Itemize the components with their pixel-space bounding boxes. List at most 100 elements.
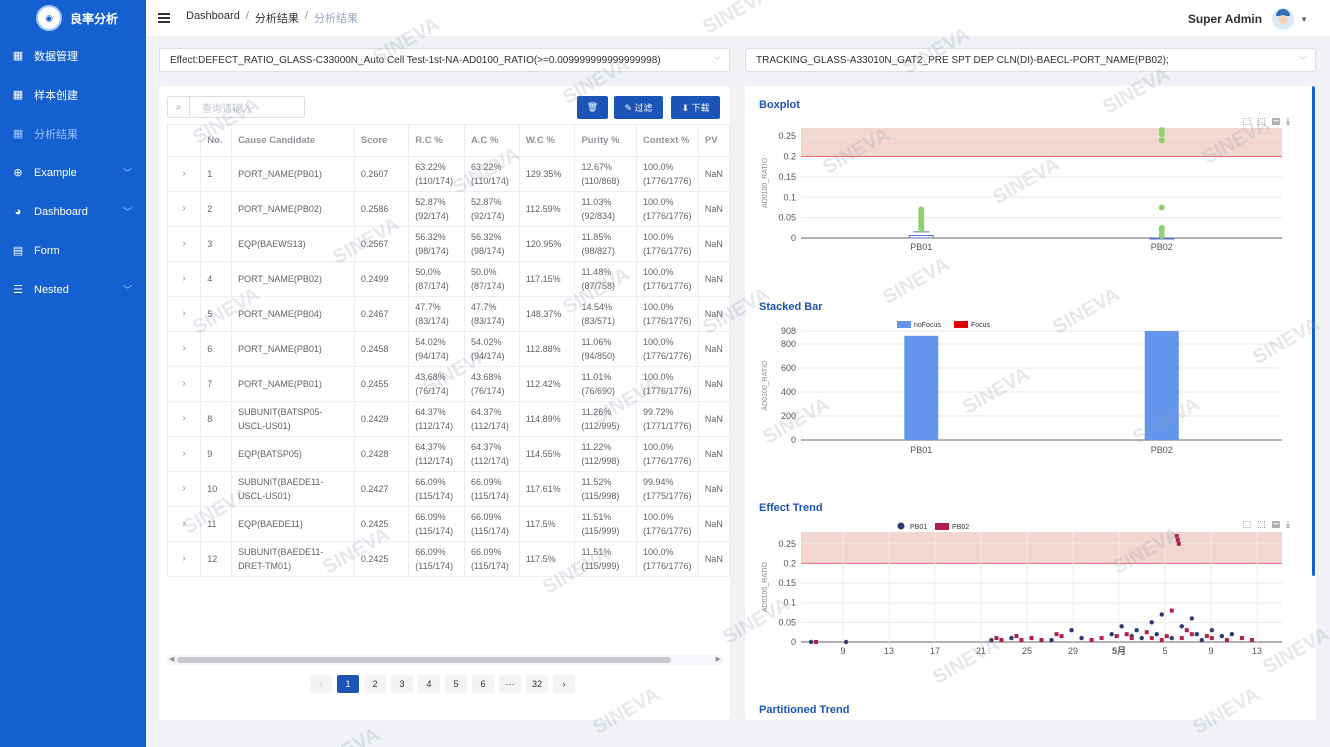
reset-icon[interactable]: ⬚ xyxy=(1256,519,1266,529)
y-tick-label: 0 xyxy=(791,435,796,445)
page-button[interactable]: 32 xyxy=(526,675,548,693)
filter-button[interactable]: ✎ 过滤 xyxy=(614,96,663,119)
page-button[interactable]: 1 xyxy=(337,675,359,693)
download-button[interactable]: ⬇ 下载 xyxy=(671,96,720,119)
page-button[interactable]: ··· xyxy=(499,675,521,693)
cell-ac: 63.22%(110/174) xyxy=(464,156,520,192)
page-button[interactable]: 2 xyxy=(364,675,386,693)
sidebar-item[interactable]: ▦ 样本创建 xyxy=(0,75,146,114)
tracking-select[interactable]: TRACKING_GLASS-A33010N_GAT2_PRE SPT DEP … xyxy=(745,48,1316,72)
cell-no: 11 xyxy=(200,506,233,542)
sidebar-item[interactable]: ▤ Form xyxy=(0,231,146,270)
page-button[interactable]: 5 xyxy=(445,675,467,693)
column-header[interactable]: A.C % xyxy=(464,124,520,157)
breadcrumb-dashboard[interactable]: Dashboard xyxy=(186,10,240,22)
zoom-icon[interactable]: ⬚ xyxy=(1242,116,1251,126)
cell-wc: 117.61% xyxy=(518,471,576,507)
table-row[interactable]: › 6 PORT_NAME(PB01) 0.2458 54.02%(94/174) 54.… xyxy=(166,331,731,367)
cell-ac: 66.09%(115/174) xyxy=(464,471,520,507)
download-icon[interactable]: ⤓ xyxy=(1286,519,1290,529)
sidebar-item[interactable]: ▦ 分析结果 xyxy=(0,114,146,153)
point-PB01 xyxy=(1109,631,1114,637)
download-icon[interactable]: ⤓ xyxy=(1286,116,1290,126)
table-row[interactable]: › 3 EQP(BAEWS13) 0.2567 56.32%(98/174) 56.32%… xyxy=(166,226,731,262)
cell-no: 1 xyxy=(200,156,233,192)
column-header[interactable]: No. xyxy=(200,124,233,157)
expand-chevron-icon[interactable]: › xyxy=(166,261,202,297)
watermark-text: SINEVA xyxy=(309,723,384,747)
table-row[interactable]: › 11 EQP(BAEDE11) 0.2425 66.09%(115/174) 66.0… xyxy=(166,506,731,542)
expand-chevron-icon[interactable]: › xyxy=(166,191,202,227)
breadcrumb-analysis[interactable]: 分析结果 xyxy=(254,13,299,25)
hamburger-icon[interactable] xyxy=(158,13,170,23)
column-header[interactable]: R.C % xyxy=(408,124,465,157)
data-view-icon[interactable]: ▤ xyxy=(1271,519,1281,529)
table-row[interactable]: › 5 PORT_NAME(PB04) 0.2467 47.7%(83/174) 47.7… xyxy=(166,296,731,332)
cell-wc: 112.88% xyxy=(518,331,576,367)
expand-chevron-icon[interactable]: › xyxy=(166,156,202,192)
table-row[interactable]: › 1 PORT_NAME(PB01) 0.2607 63.22%(110/174) 63… xyxy=(166,156,731,192)
cell-cause: PORT_NAME(PB01) xyxy=(231,331,355,367)
table-row[interactable]: › 9 EQP(BATSP05) 0.2428 64.37%(112/174) 64.37… xyxy=(166,436,731,472)
cell-score: 0.2567 xyxy=(353,226,410,262)
data-view-icon[interactable]: ▤ xyxy=(1271,116,1281,126)
column-header[interactable]: PV xyxy=(697,124,731,157)
cell-wc: 148.37% xyxy=(518,296,576,332)
cell-wc: 120.95% xyxy=(518,226,576,262)
expand-chevron-icon[interactable]: › xyxy=(166,331,202,367)
app-logo[interactable]: ◉ 良率分析 xyxy=(0,0,146,36)
outlier-point xyxy=(918,206,925,213)
expand-chevron-icon[interactable]: › xyxy=(166,471,202,507)
vertical-scrollbar[interactable] xyxy=(1312,86,1315,576)
point-PB01 xyxy=(1079,635,1084,641)
table-row[interactable]: › 7 PORT_NAME(PB01) 0.2455 43.68%(76/174) 43.… xyxy=(166,366,731,402)
scroll-left-icon[interactable]: ◀ xyxy=(169,656,175,663)
effect-select[interactable]: Effect:DEFECT_RATIO_GLASS-C33000N_Auto C… xyxy=(159,48,730,72)
cell-pv: NaN xyxy=(697,436,731,472)
point-PB02 xyxy=(1059,634,1064,639)
expand-chevron-icon[interactable]: › xyxy=(166,296,202,332)
zoom-icon[interactable]: ⬚ xyxy=(1242,519,1251,529)
expand-chevron-icon[interactable]: › xyxy=(166,436,202,472)
delete-button[interactable]: 🗑 xyxy=(577,96,608,119)
page-button[interactable]: 3 xyxy=(391,675,413,693)
expand-chevron-icon[interactable]: › xyxy=(166,541,202,577)
scroll-right-icon[interactable]: ▶ xyxy=(715,656,721,663)
expand-chevron-icon[interactable]: › xyxy=(166,226,202,262)
expand-chevron-icon[interactable]: › xyxy=(166,366,202,402)
search-input[interactable]: 查询请输入 xyxy=(202,103,252,115)
sidebar-item[interactable]: ▦ 数据管理 xyxy=(0,36,146,75)
point-PB01 xyxy=(1139,635,1144,641)
table-row[interactable]: › 12 SUBUNIT(BAEDE11-DRET-TM01) 0.2425 66.09… xyxy=(166,541,731,577)
table-row[interactable]: › 8 SUBUNIT(BATSP05-USCL-US01) 0.2429 64.37%… xyxy=(166,401,731,437)
table-row[interactable]: › 2 PORT_NAME(PB02) 0.2586 52.87%(92/174) 52.… xyxy=(166,191,731,227)
page-button[interactable]: 6 xyxy=(472,675,494,693)
next-page-button[interactable]: › xyxy=(553,675,575,693)
cell-context: 99.72%(1771/1776) xyxy=(635,401,699,437)
search-box[interactable]: ⌕ 查询请输入 xyxy=(167,96,305,118)
column-header[interactable]: Cause Candidate xyxy=(231,124,355,157)
x-tick-label: 21 xyxy=(976,646,986,656)
table-row[interactable]: › 4 PORT_NAME(PB02) 0.2499 50.0%(87/174) 50.0… xyxy=(166,261,731,297)
expand-chevron-icon[interactable]: › xyxy=(166,506,202,542)
column-header[interactable]: Score xyxy=(353,124,410,157)
user-menu[interactable]: Super Admin ▼ xyxy=(1188,8,1308,30)
table-row[interactable]: › 10 SUBUNIT(BAEDE11-USCL-US01) 0.2427 66.09… xyxy=(166,471,731,507)
column-header[interactable]: W.C % xyxy=(518,124,576,157)
search-icon[interactable]: ⌕ xyxy=(168,97,190,117)
prev-page-button[interactable]: ‹ xyxy=(310,675,332,693)
column-header[interactable]: Purity % xyxy=(574,124,637,157)
point-PB01 xyxy=(989,637,994,643)
cell-pv: NaN xyxy=(697,366,731,402)
sidebar-item[interactable]: ☰ Nested ﹀ xyxy=(0,270,146,309)
horizontal-scrollbar[interactable]: ◀ ▶ xyxy=(167,655,723,665)
sidebar-item[interactable]: ◕ Dashboard ﹀ xyxy=(0,192,146,231)
scrollbar-thumb[interactable] xyxy=(177,657,671,663)
column-header[interactable]: Context % xyxy=(635,124,699,157)
expand-chevron-icon[interactable]: › xyxy=(166,401,202,437)
y-tick-label: 0 xyxy=(791,637,796,647)
list-icon: ☰ xyxy=(13,284,23,296)
reset-icon[interactable]: ⬚ xyxy=(1256,116,1266,126)
page-button[interactable]: 4 xyxy=(418,675,440,693)
sidebar-item[interactable]: ⊕ Example ﹀ xyxy=(0,153,146,192)
